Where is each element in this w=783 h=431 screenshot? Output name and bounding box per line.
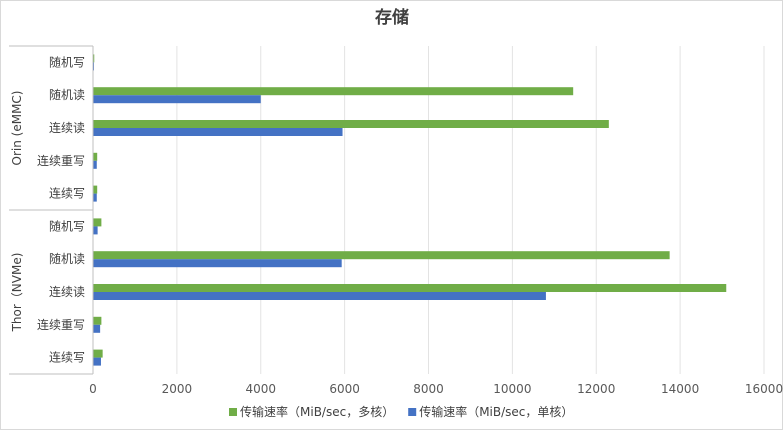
- bars: [93, 54, 727, 366]
- bar: [93, 292, 546, 300]
- bar: [93, 185, 98, 194]
- bar: [93, 95, 261, 104]
- category-label: 连续读: [49, 284, 85, 299]
- x-tick-label: 0: [89, 382, 97, 396]
- x-tick-label: 6000: [329, 382, 360, 396]
- chart-title: 存储: [375, 7, 409, 28]
- bar: [93, 54, 95, 63]
- x-tick-label: 8000: [413, 382, 444, 396]
- category-label: 随机写: [49, 218, 85, 233]
- bar: [93, 218, 102, 227]
- x-tick-label: 10000: [493, 382, 531, 396]
- x-tick-label: 14000: [661, 382, 699, 396]
- group-label: Thor（NVMe): [10, 253, 24, 333]
- x-tick-label: 16000: [745, 382, 783, 396]
- bar: [93, 324, 101, 333]
- category-label: 连续写: [49, 350, 85, 365]
- x-tick-label: 2000: [162, 382, 193, 396]
- bar: [93, 193, 97, 202]
- legend-swatch: [229, 408, 237, 416]
- axes: 0 2000 4000 6000 8000 10000 12000 14000 16000 随机写…: [9, 45, 783, 396]
- group-label: Orin (eMMC): [10, 91, 24, 166]
- bar: [93, 120, 609, 128]
- x-tick-label: 12000: [577, 382, 615, 396]
- legend: 传输速率（MiB/sec，多核） 传输速率（MiB/sec，单核）: [229, 404, 573, 419]
- category-label: 连续读: [49, 120, 85, 135]
- bar: [93, 226, 98, 235]
- category-label: 随机读: [49, 251, 85, 266]
- category-label: 随机写: [49, 54, 85, 69]
- bar: [93, 357, 101, 366]
- legend-label: 传输速率（MiB/sec，单核）: [419, 404, 573, 419]
- bar: [93, 128, 343, 136]
- legend-label: 传输速率（MiB/sec，多核）: [240, 404, 394, 419]
- category-label: 连续重写: [37, 317, 85, 332]
- x-tick-label: 4000: [245, 382, 276, 396]
- bar: [93, 349, 103, 358]
- bar: [93, 152, 98, 161]
- bar: [93, 87, 574, 96]
- bar: [93, 284, 727, 292]
- category-label: 随机读: [49, 87, 85, 102]
- bar: [93, 251, 670, 260]
- category-label: 连续重写: [37, 153, 85, 168]
- bar: [93, 316, 102, 325]
- legend-swatch: [408, 408, 417, 416]
- category-label: 连续写: [49, 186, 85, 201]
- bar: [93, 259, 342, 268]
- bar: [93, 160, 97, 169]
